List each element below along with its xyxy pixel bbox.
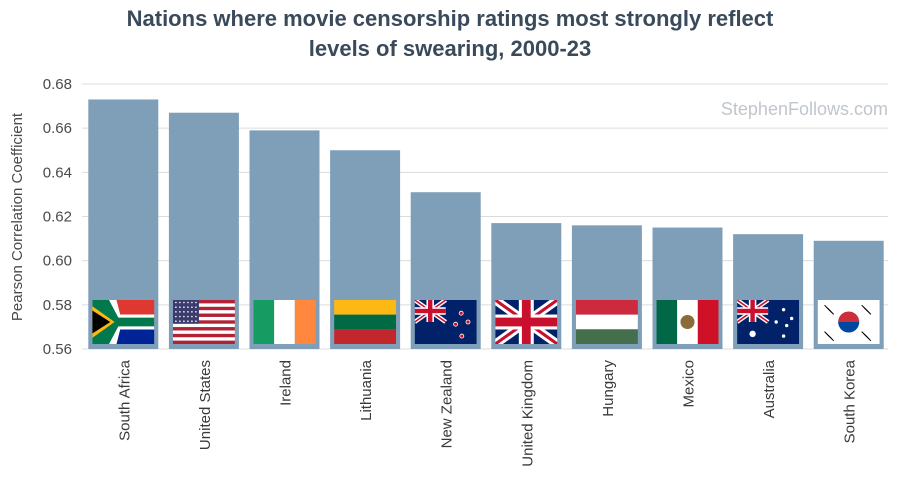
x-tick-label: Mexico [681,360,698,408]
y-tick-label: 0.60 [43,253,72,270]
chart-title-line-1: Nations where movie censorship ratings m… [126,6,774,31]
flag-icon [172,300,235,344]
x-tick-label: Hungary [600,360,617,417]
y-tick-label: 0.68 [43,76,72,93]
y-tick-label: 0.66 [43,120,72,137]
y-tick-label: 0.62 [43,209,72,226]
flag-icon [495,300,558,344]
chart-title-line-2: levels of swearing, 2000-23 [308,36,592,61]
y-tick-label: 0.56 [43,341,72,358]
x-tick-label: Lithuania [358,359,375,421]
x-tick-label: South Africa [116,359,133,441]
x-tick-label: Ireland [278,360,295,406]
x-tick-label: South Korea [842,359,859,443]
y-axis-ticks: 0.56 0.58 0.60 0.62 0.64 0.66 0.68 [43,76,72,358]
flag-icon [737,300,800,344]
y-axis-label: Pearson Correlation Coefficient [9,112,26,321]
flag-icon [334,300,397,344]
x-axis-ticks: South Africa United States Ireland Lithuani… [116,359,858,466]
flag-icon [92,300,155,344]
flag-icon [817,300,880,344]
flag-icon [656,300,719,344]
watermark: StephenFollows.com [721,99,888,119]
y-tick-label: 0.64 [43,164,72,181]
chart-title: Nations where movie censorship ratings m… [0,4,900,64]
flag-icon [414,300,477,344]
x-tick-label: United States [197,360,214,450]
x-tick-label: United Kingdom [519,360,536,467]
flags [92,300,880,344]
flag-icon [575,300,638,344]
x-tick-label: Australia [761,359,778,418]
y-tick-label: 0.58 [43,297,72,314]
x-tick-label: New Zealand [439,360,456,448]
flag-icon [253,300,316,344]
